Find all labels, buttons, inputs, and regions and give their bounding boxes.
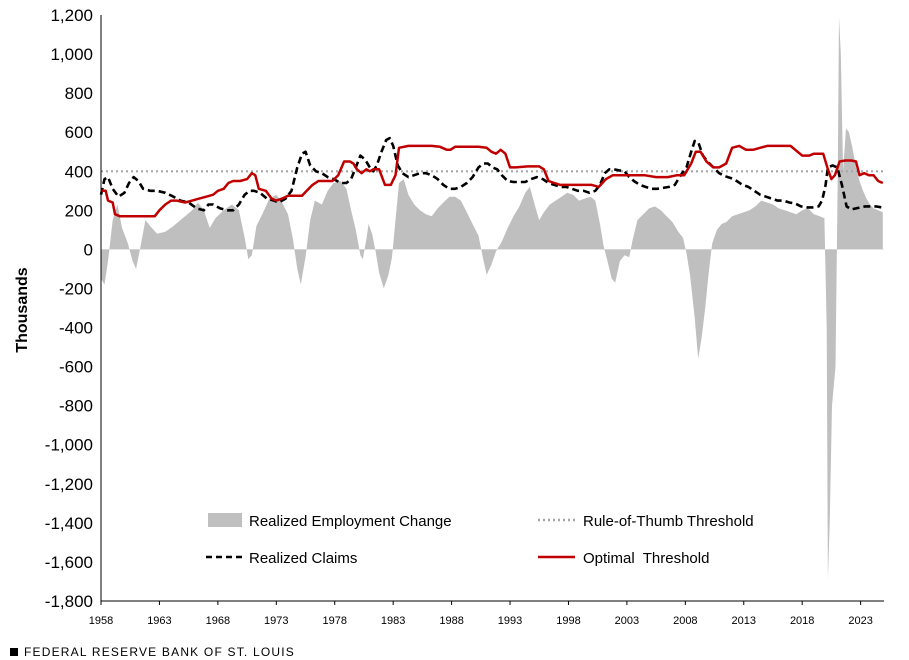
- y-tick-label: -1,800: [45, 592, 93, 611]
- x-tick-label: 1998: [556, 615, 580, 627]
- y-tick-label: -1,600: [45, 553, 93, 572]
- legend: Realized Employment Change Rule-of-Thumb…: [206, 513, 754, 567]
- footer-source-text: FEDERAL RESERVE BANK OF ST. LOUIS: [24, 645, 295, 659]
- y-tick-label: 400: [65, 162, 93, 181]
- x-tick-labels: 1958 1963 1968 1973 1978 1983 1988 1993 1998 2003…: [89, 601, 873, 627]
- legend-label-optimal: Optimal Threshold: [583, 550, 709, 567]
- legend-label-claims: Realized Claims: [249, 550, 357, 567]
- y-tick-label: 600: [65, 123, 93, 142]
- x-tick-label: 1988: [439, 615, 463, 627]
- footer-square-icon: [10, 648, 18, 656]
- series-realized-employment-change: [101, 17, 883, 580]
- legend-label-employment: Realized Employment Change: [249, 513, 452, 530]
- axes: [100, 15, 884, 602]
- x-tick-label: 1993: [498, 615, 522, 627]
- legend-label-rule-of-thumb: Rule-of-Thumb Threshold: [583, 513, 754, 530]
- legend-swatch-employment: [208, 513, 242, 527]
- y-tick-label: -800: [59, 397, 93, 416]
- x-tick-label: 2008: [673, 615, 697, 627]
- y-tick-label: -1,400: [45, 514, 93, 533]
- y-tick-label: -1,200: [45, 475, 93, 494]
- y-tick-label: 800: [65, 84, 93, 103]
- y-tick-label: 200: [65, 201, 93, 220]
- x-tick-label: 2018: [790, 615, 814, 627]
- y-tick-label: -200: [59, 279, 93, 298]
- y-tick-labels: 1,200 1,000 800 600 400 200 0 -200 -400 -600 -800 -…: [45, 6, 93, 611]
- x-tick-label: 2013: [732, 615, 756, 627]
- x-tick-label: 2023: [848, 615, 872, 627]
- y-tick-label: 1,000: [50, 45, 93, 64]
- plot-area: [99, 17, 884, 580]
- x-tick-label: 1978: [322, 615, 346, 627]
- x-tick-label: 1968: [206, 615, 230, 627]
- y-axis-title: Thousands: [14, 267, 31, 352]
- y-tick-label: 1,200: [50, 6, 93, 25]
- y-tick-label: -400: [59, 319, 93, 338]
- footer-source: FEDERAL RESERVE BANK OF ST. LOUIS: [10, 645, 295, 659]
- series-optimal-threshold: [101, 144, 884, 218]
- y-tick-label: 0: [84, 240, 93, 259]
- y-tick-label: -1,000: [45, 436, 93, 455]
- x-tick-label: 1973: [264, 615, 288, 627]
- x-tick-label: 1958: [89, 615, 113, 627]
- x-tick-label: 1983: [381, 615, 405, 627]
- x-tick-label: 1963: [147, 615, 171, 627]
- series-realized-claims: [99, 136, 882, 212]
- y-tick-label: -600: [59, 358, 93, 377]
- x-tick-label: 2003: [615, 615, 639, 627]
